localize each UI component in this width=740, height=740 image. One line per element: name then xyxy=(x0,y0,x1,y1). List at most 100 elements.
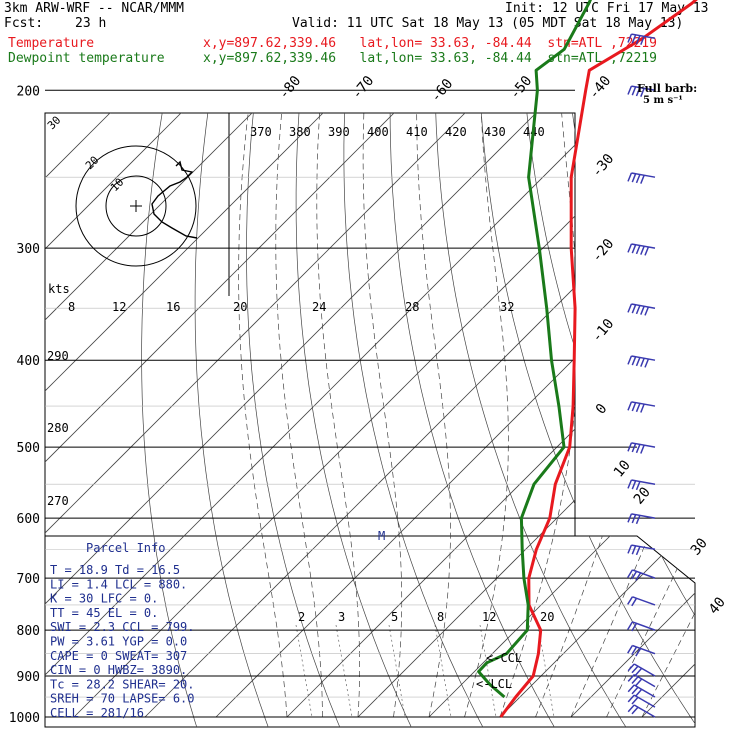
wind-barb xyxy=(627,704,656,718)
sounding-profiles xyxy=(477,0,698,718)
temperature-line xyxy=(499,0,698,718)
wind-barb xyxy=(627,303,656,316)
moist-adiabat xyxy=(316,536,360,718)
pressure-label: 600 xyxy=(17,512,40,527)
hodograph-ring xyxy=(105,175,167,237)
mixing-ratio-label: 12 xyxy=(482,610,496,624)
moist-adiabat xyxy=(570,536,695,718)
dry-adiabat xyxy=(295,113,341,536)
mixing-ratio-lines: 2 3 5 8 12 20 xyxy=(295,610,554,718)
hodograph-ring-label: 16 xyxy=(166,300,180,314)
theta-label: 400 xyxy=(367,125,389,139)
dry-adiabat xyxy=(343,113,403,536)
wind-barb xyxy=(627,663,656,677)
theta-label: 390 xyxy=(328,125,350,139)
hodograph-ring xyxy=(75,145,197,267)
hodograph-ring-label: 32 xyxy=(500,300,514,314)
isotherm-label: 10 xyxy=(611,457,634,480)
lcl-annotation: <-LCL xyxy=(476,677,512,691)
parcel-info-title: Parcel Info xyxy=(86,541,165,555)
wind-barb xyxy=(627,694,656,708)
dry-adiabat xyxy=(713,0,740,736)
isotherm-line xyxy=(467,428,575,536)
parcel-info-row: K = 30 LFC = 0. xyxy=(50,592,158,606)
isotherm-line xyxy=(499,536,695,718)
isotherm-line xyxy=(254,215,575,536)
dewpoint-label: Dewpoint temperature xyxy=(8,51,165,66)
theta-side-label: 280 xyxy=(47,421,69,435)
isotherm-line xyxy=(45,113,466,534)
wind-barb xyxy=(627,355,656,368)
header: 3km ARW-WRF -- NCAR/MMM Init: 12 UTC Fri… xyxy=(0,0,740,70)
isotherm-label: -50 xyxy=(507,73,536,103)
theta-side-label: 290 xyxy=(47,349,69,363)
wind-barb xyxy=(627,85,656,97)
parcel-info-row: PW = 3.61 YGP = 0.0 xyxy=(50,635,187,649)
pressure-label: 200 xyxy=(17,84,40,99)
isotherm-label: 20 xyxy=(631,484,654,507)
isotherm-label: -70 xyxy=(349,73,378,103)
barb-legend-value: 5 m s⁻¹ xyxy=(643,95,683,106)
moist-adiabat xyxy=(362,113,400,536)
wind-barb xyxy=(627,569,656,581)
forecast-label: Fcst: xyxy=(4,16,44,31)
parcel-info-row: CELL = 281/16 xyxy=(50,706,144,720)
mixing-ratio-label: 3 xyxy=(338,610,345,624)
mixing-ratio-line xyxy=(434,624,452,718)
dry-adiabat xyxy=(675,536,695,727)
dry-adiabat xyxy=(194,113,217,536)
mixing-ratio-label: 5 xyxy=(391,610,398,624)
moist-adiabat xyxy=(416,113,451,536)
parcel-info-row: TT = 45 EL = 0. xyxy=(50,606,158,620)
parcel-info-row: LI = 1.4 LCL = 880. xyxy=(50,577,187,591)
theta-label: 380 xyxy=(289,125,311,139)
dry-adiabat xyxy=(713,0,740,736)
isotherm-label: 40 xyxy=(706,594,729,617)
barb-legend-title: Full barb: xyxy=(637,82,697,95)
isobar-lines xyxy=(45,89,695,718)
dry-adiabat xyxy=(526,113,575,350)
pressure-label: 900 xyxy=(17,670,40,685)
hodograph-ring-label: 8 xyxy=(68,300,75,314)
dry-adiabat xyxy=(477,536,695,727)
dry-adiabat xyxy=(246,113,279,536)
model-title: 3km ARW-WRF -- NCAR/MMM xyxy=(4,1,185,16)
parcel-info-row: CAPE = 0 SWEAT= 307 xyxy=(50,649,187,663)
temperature-label: Temperature xyxy=(8,36,95,51)
isotherm-line xyxy=(357,536,695,718)
pressure-label: 400 xyxy=(17,354,40,369)
wind-barb xyxy=(627,442,656,454)
theta-label: 370 xyxy=(250,125,272,139)
dry-adiabat xyxy=(246,536,344,727)
dry-adiabat xyxy=(639,0,740,736)
ccl-annotation: <-CCL xyxy=(486,651,522,665)
mixing-ratio-line xyxy=(295,624,313,718)
isotherm-line xyxy=(45,536,695,718)
isotherm-line xyxy=(641,536,695,718)
wind-barb xyxy=(627,621,656,632)
mixing-ratio-line xyxy=(388,624,406,718)
level-marker: M xyxy=(378,529,385,543)
dry-adiabat xyxy=(599,536,695,727)
hodograph-ring-label: 20 xyxy=(233,300,247,314)
isotherm-label: -30 xyxy=(589,151,618,181)
dry-adiabat xyxy=(676,0,740,736)
mixing-ratio-label: 2 xyxy=(298,610,305,624)
hodograph-trace xyxy=(151,160,198,239)
dry-adiabat xyxy=(389,113,466,536)
wind-barb xyxy=(627,596,656,607)
dry-adiabat xyxy=(194,536,272,727)
dry-adiabat xyxy=(480,113,575,506)
wind-barb xyxy=(627,243,656,256)
dry-adiabat xyxy=(141,113,163,536)
wind-barb xyxy=(627,673,656,688)
pressure-label: 1000 xyxy=(9,711,40,726)
moist-adiabat xyxy=(316,113,351,536)
isotherm-line xyxy=(45,536,695,718)
isotherm-line xyxy=(215,536,695,718)
mixing-ratio-line xyxy=(335,624,353,718)
hodograph-ring-label: 24 xyxy=(312,300,326,314)
mixing-ratio-label: 20 xyxy=(540,610,554,624)
forecast-hour: 23 h xyxy=(75,16,107,31)
